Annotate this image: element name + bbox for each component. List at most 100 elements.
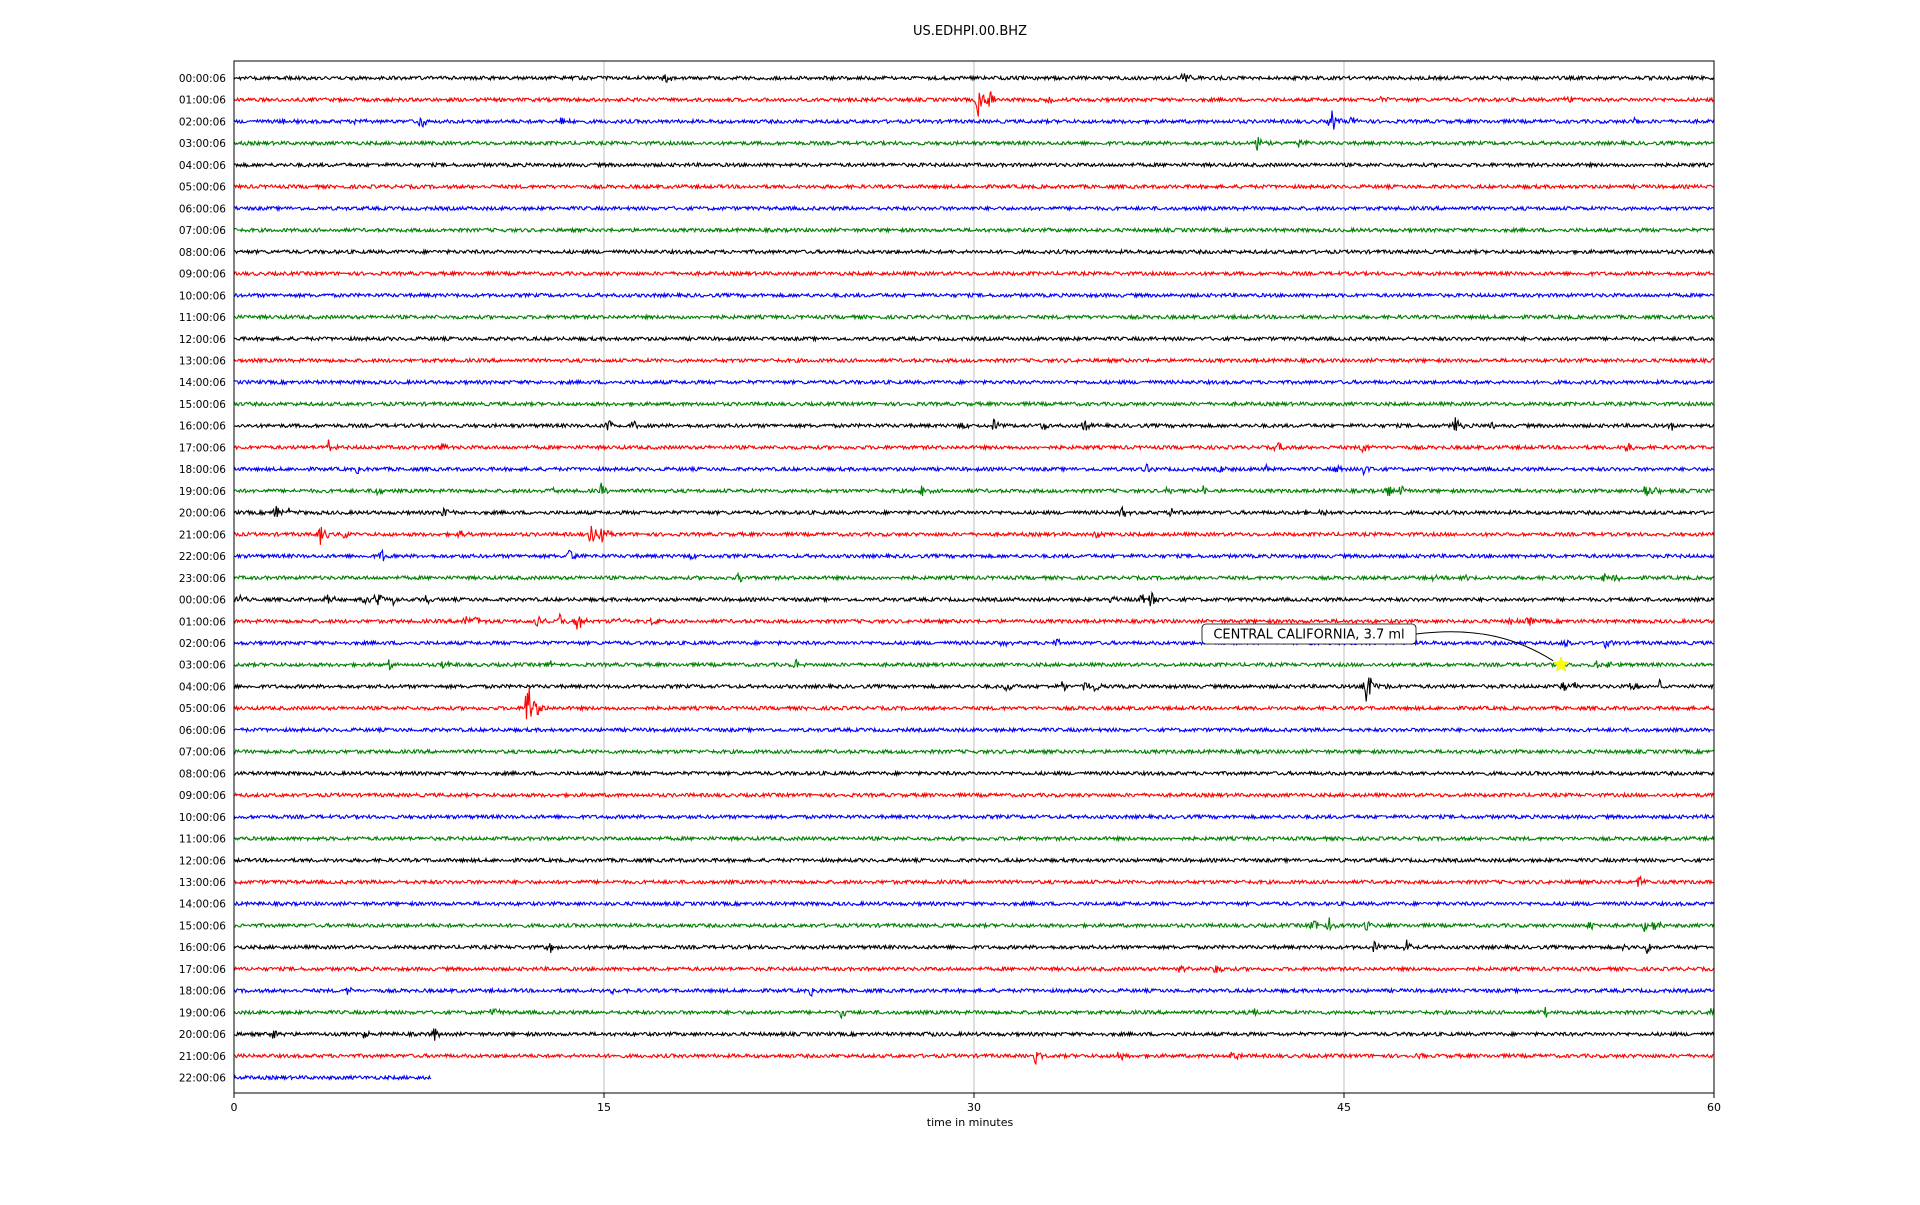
row-time-label: 08:00:06 [179,247,226,259]
trace-line [233,462,1715,477]
trace-line [233,72,1715,83]
trace-rows [233,72,1715,1082]
trace-line [234,917,1715,933]
row-time-label: 05:00:06 [179,703,226,715]
row-time-label: 14:00:06 [179,377,226,389]
row-time-label: 09:00:06 [179,790,226,802]
row-time-label: 18:00:06 [179,464,226,476]
row-time-label: 01:00:06 [179,616,226,628]
row-time-label: 20:00:06 [179,1029,226,1041]
row-time-label: 23:00:06 [179,573,226,585]
row-time-label: 12:00:06 [179,855,226,867]
row-time-label: 02:00:06 [179,638,226,650]
row-time-label: 19:00:06 [179,1007,226,1019]
row-time-label: 22:00:06 [179,1073,226,1085]
trace-line [233,638,1714,650]
trace-line [233,964,1715,974]
x-tick-label: 45 [1337,1101,1351,1114]
trace-line [233,571,1715,583]
trace-line [233,677,1714,702]
row-time-label: 18:00:06 [179,986,226,998]
trace-line [233,769,1715,778]
trace-line [233,986,1715,997]
trace-line [233,1051,1714,1066]
row-time-labels: 00:00:06 01:00:06 02:00:06 03:00:06 04:00:06… [179,73,226,1085]
row-time-label: 06:00:06 [179,725,226,737]
trace-line [233,161,1714,169]
trace-line [233,525,1715,545]
trace-line [233,612,1715,630]
trace-line [233,658,1714,671]
trace-line [233,1028,1715,1041]
annotation-connector [1415,631,1554,662]
x-tick-label: 15 [597,1101,611,1114]
row-time-label: 13:00:06 [179,877,226,889]
row-time-label: 03:00:06 [179,138,226,150]
x-axis-label: time in minutes [927,1116,1014,1129]
trace-line [233,834,1715,843]
trace-line [233,334,1715,343]
row-time-label: 20:00:06 [179,508,226,520]
row-time-label: 17:00:06 [179,964,226,976]
row-time-label: 10:00:06 [179,290,226,302]
trace-line [233,110,1715,130]
row-time-label: 00:00:06 [179,595,226,607]
row-time-label: 14:00:06 [179,899,226,911]
trace-line [233,291,1715,299]
trace-line [233,548,1715,562]
x-axis-ticks: 0 15 30 45 60 [231,1093,1721,1114]
trace-line [233,590,1715,608]
chart-title: US.EDHPI.00.BHZ [913,24,1027,39]
row-time-label: 07:00:06 [179,225,226,237]
trace-line [233,482,1715,497]
row-time-label: 07:00:06 [179,747,226,759]
row-time-label: 15:00:06 [179,920,226,932]
trace-line [233,505,1714,518]
event-annotation: CENTRAL CALIFORNIA, 3.7 ml [1201,623,1570,672]
row-time-label: 08:00:06 [179,768,226,780]
row-time-label: 03:00:06 [179,660,226,672]
trace-line [233,400,1714,408]
row-time-label: 19:00:06 [179,486,226,498]
row-time-label: 05:00:06 [179,182,226,194]
row-time-label: 13:00:06 [179,355,226,367]
trace-line [233,204,1714,213]
trace-line [233,874,1714,887]
trace-line [233,939,1714,954]
trace-line [233,269,1714,278]
row-time-label: 04:00:06 [179,160,226,172]
trace-line [233,812,1715,821]
row-time-label: 17:00:06 [179,442,226,454]
trace-line [233,747,1714,756]
row-time-label: 16:00:06 [179,942,226,954]
trace-line [233,899,1715,908]
row-time-label: 21:00:06 [179,1051,226,1063]
x-tick-label: 30 [967,1101,981,1114]
trace-line [233,687,1715,720]
trace-line [233,226,1715,234]
row-time-label: 04:00:06 [179,681,226,693]
trace-line [233,1074,432,1082]
annotation-text: CENTRAL CALIFORNIA, 3.7 ml [1213,628,1404,643]
row-time-label: 11:00:06 [179,312,226,324]
row-time-label: 21:00:06 [179,529,226,541]
row-time-label: 06:00:06 [179,203,226,215]
row-time-label: 11:00:06 [179,834,226,846]
trace-line [233,1007,1715,1020]
trace-line [233,247,1714,256]
row-time-label: 10:00:06 [179,812,226,824]
annotation-box [1201,623,1417,645]
trace-line [233,91,1715,117]
row-time-label: 22:00:06 [179,551,226,563]
row-time-label: 02:00:06 [179,116,226,128]
trace-line [233,791,1715,799]
trace-line [233,417,1715,431]
trace-line [233,726,1714,734]
trace-line [233,356,1714,365]
x-tick-label: 60 [1707,1101,1721,1114]
row-time-label: 00:00:06 [179,73,226,85]
trace-line [233,136,1714,151]
row-time-label: 15:00:06 [179,399,226,411]
